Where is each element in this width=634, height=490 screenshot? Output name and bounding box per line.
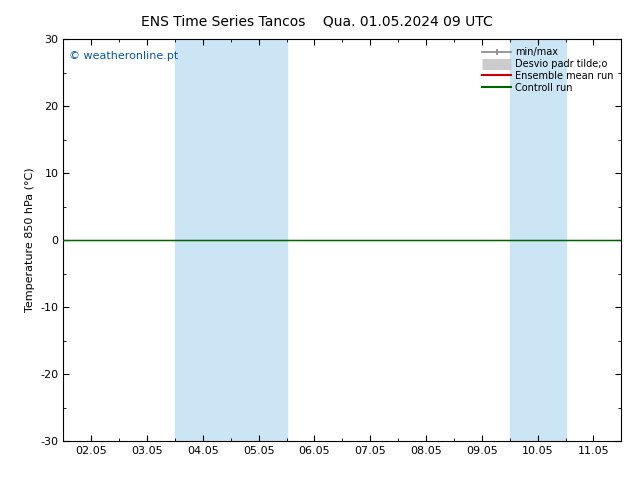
Text: ENS Time Series Tancos    Qua. 01.05.2024 09 UTC: ENS Time Series Tancos Qua. 01.05.2024 0… (141, 15, 493, 29)
Y-axis label: Temperature 850 hPa (°C): Temperature 850 hPa (°C) (25, 168, 35, 313)
Legend: min/max, Desvio padr tilde;o, Ensemble mean run, Controll run: min/max, Desvio padr tilde;o, Ensemble m… (479, 44, 616, 96)
Bar (510, 39, 566, 441)
Bar (175, 39, 231, 441)
Text: © weatheronline.pt: © weatheronline.pt (69, 51, 178, 61)
Bar (231, 39, 287, 441)
